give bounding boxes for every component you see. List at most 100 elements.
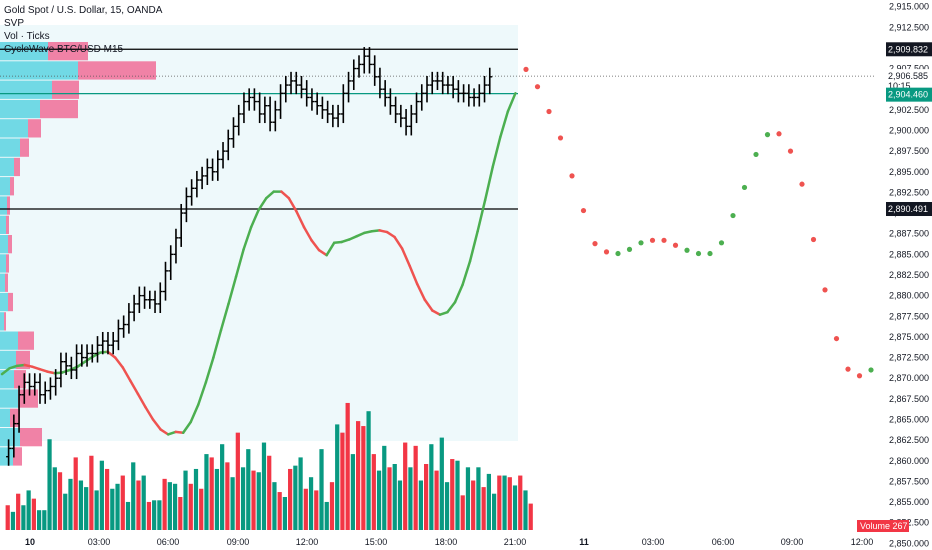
volume-bar <box>193 468 199 530</box>
profile-down-bar <box>14 157 20 177</box>
wave-segment <box>23 363 34 368</box>
volume-bar <box>63 493 68 530</box>
volume-bar <box>424 464 429 530</box>
forecast-dot <box>523 66 529 72</box>
volume-bar <box>502 475 507 530</box>
time-tick-label: 03:00 <box>642 537 665 547</box>
volume-bar <box>350 454 356 530</box>
wave-segment <box>159 428 170 436</box>
volume-bar <box>329 482 335 530</box>
volume-bar <box>345 402 350 530</box>
time-tick-label: 09:00 <box>227 537 250 547</box>
forecast-dot <box>730 212 736 219</box>
wave-segment <box>453 283 464 304</box>
forecast-dot <box>695 250 702 257</box>
profile-down-bar <box>28 119 41 138</box>
volume-bar <box>471 480 476 530</box>
forecast-dot <box>672 242 679 248</box>
profile-up-bar <box>0 80 52 99</box>
wave-segment <box>174 430 185 434</box>
wave-segment <box>408 264 419 286</box>
wave-segment <box>385 230 396 239</box>
volume-bar <box>36 510 42 530</box>
forecast-dot <box>707 250 713 257</box>
price-tick-label: 2,875.000 <box>889 332 929 342</box>
profile-down-bar <box>6 215 9 234</box>
volume-bar <box>298 457 303 530</box>
wave-segment <box>98 350 109 354</box>
volume-bar <box>382 445 387 530</box>
volume-bar <box>162 478 167 530</box>
volume-bar <box>214 468 220 530</box>
wave-segment <box>302 225 313 242</box>
price-tick-label: 2,915.000 <box>889 2 929 12</box>
forecast-dot <box>661 237 667 243</box>
volume-bar <box>21 505 26 530</box>
symbol-title[interactable]: Gold Spot / U.S. Dollar, 15, OANDA <box>4 5 163 16</box>
volume-bar <box>73 457 78 530</box>
volume-bar <box>476 467 481 530</box>
volume-indicator-label[interactable]: Vol · Ticks <box>4 31 50 42</box>
volume-bar <box>256 472 261 530</box>
volume-bar <box>10 511 16 530</box>
price-axis[interactable]: 2,915.0002,912.5002,910.0002,907.5002,90… <box>889 2 929 549</box>
forecast-dot <box>856 373 863 379</box>
price-tick-label: 2,877.500 <box>889 311 929 321</box>
volume-bar <box>387 467 392 530</box>
wave-segment <box>317 248 328 257</box>
wave-segment <box>144 405 155 421</box>
volume-bar <box>319 449 324 530</box>
volume-bar <box>288 468 293 530</box>
volume-bar <box>303 488 308 530</box>
profile-up-bar <box>0 177 10 196</box>
forecast-dot <box>787 148 794 154</box>
wave-segment <box>106 350 117 359</box>
volume-bar <box>235 432 240 530</box>
time-axis[interactable]: 10 03:00 06:00 09:00 12:00 15:00 18:00 21:00 11 0… <box>25 537 873 547</box>
cyclewave-indicator-label[interactable]: CycleWave BTC/USD M15 <box>4 44 124 55</box>
profile-down-bar <box>7 196 10 215</box>
wave-segment <box>370 229 381 233</box>
svp-indicator-label[interactable]: SVP <box>4 18 25 29</box>
volume-bar <box>141 475 146 530</box>
volume-bar <box>99 460 104 530</box>
wave-segment <box>483 165 494 202</box>
volume-bar <box>324 501 329 530</box>
profile-down-bar <box>6 254 9 273</box>
wave-segment <box>499 110 510 139</box>
volume-bar <box>199 488 204 530</box>
volume-bar <box>376 470 382 530</box>
wave-segment <box>468 229 479 263</box>
profile-up-bar <box>0 254 6 273</box>
forecast-dot <box>845 366 851 372</box>
profile-down-bar <box>8 292 13 312</box>
wave-segment <box>461 259 472 287</box>
wave-segment <box>393 235 404 250</box>
wave-segment <box>219 302 230 332</box>
forecast-dot <box>592 241 598 247</box>
price-badge-text: 10:15 <box>888 81 911 91</box>
volume-bars <box>5 402 533 530</box>
volume-bar <box>308 477 314 530</box>
wave-segment <box>242 225 253 251</box>
profile-down-bar <box>52 80 79 99</box>
volume-bar <box>131 462 136 530</box>
price-badge-text: 2,890.491 <box>888 204 928 214</box>
price-badge-text: 2,906.585 <box>888 71 928 81</box>
wave-segment <box>197 381 208 406</box>
volume-bar <box>397 480 403 530</box>
profile-up-bar <box>0 215 6 234</box>
wave-segment <box>121 366 132 382</box>
volume-bar <box>52 467 57 530</box>
volume-bar <box>172 483 178 530</box>
profile-down-bar <box>18 389 38 408</box>
volume-bar <box>261 442 267 530</box>
wave-segment <box>181 420 192 434</box>
profile-down-bar <box>40 99 78 119</box>
time-tick-label: 10 <box>25 537 35 547</box>
volume-bar <box>183 470 188 530</box>
time-tick-label: 06:00 <box>712 537 735 547</box>
volume-badge-text: Volume 267 <box>860 521 908 531</box>
time-tick-label: 03:00 <box>88 537 111 547</box>
